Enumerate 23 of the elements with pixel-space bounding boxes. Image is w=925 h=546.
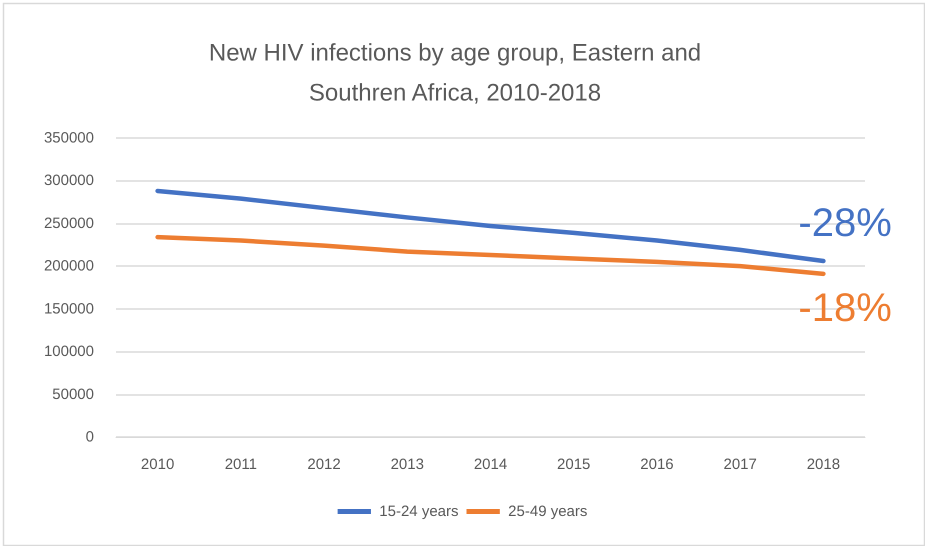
annotation: -28% [798, 201, 892, 246]
chart-title: New HIV infections by age group, Eastern and Southren Africa, 2010-2018 [208, 40, 702, 106]
x-tick-label: 2018 [806, 456, 840, 473]
y-tick-label: 0 [86, 428, 94, 446]
y-tick-label: 300000 [44, 172, 94, 190]
x-tick-label: 2016 [640, 456, 674, 473]
x-tick-label: 2012 [307, 456, 341, 473]
y-tick-label: 250000 [44, 214, 94, 232]
y-tick-label: 50000 [52, 386, 94, 403]
x-tick-label: 2017 [723, 456, 757, 473]
x-tick-label: 2011 [224, 456, 257, 473]
x-tick-label: 2014 [474, 456, 508, 473]
legend-label: 15-24 years [379, 503, 459, 520]
y-tick-label: 200000 [44, 258, 94, 275]
line-series [155, 234, 826, 276]
y-tick-label: 150000 [44, 300, 94, 318]
annotation: -18% [798, 286, 892, 330]
legend-label: 25-49 years [508, 503, 588, 520]
y-tick-label: 100000 [44, 343, 94, 360]
x-tick-label: 2015 [557, 456, 590, 473]
x-tick-label: 2010 [140, 456, 174, 473]
x-tick-label: 2013 [390, 456, 424, 473]
y-tick-label: 350000 [44, 130, 94, 146]
